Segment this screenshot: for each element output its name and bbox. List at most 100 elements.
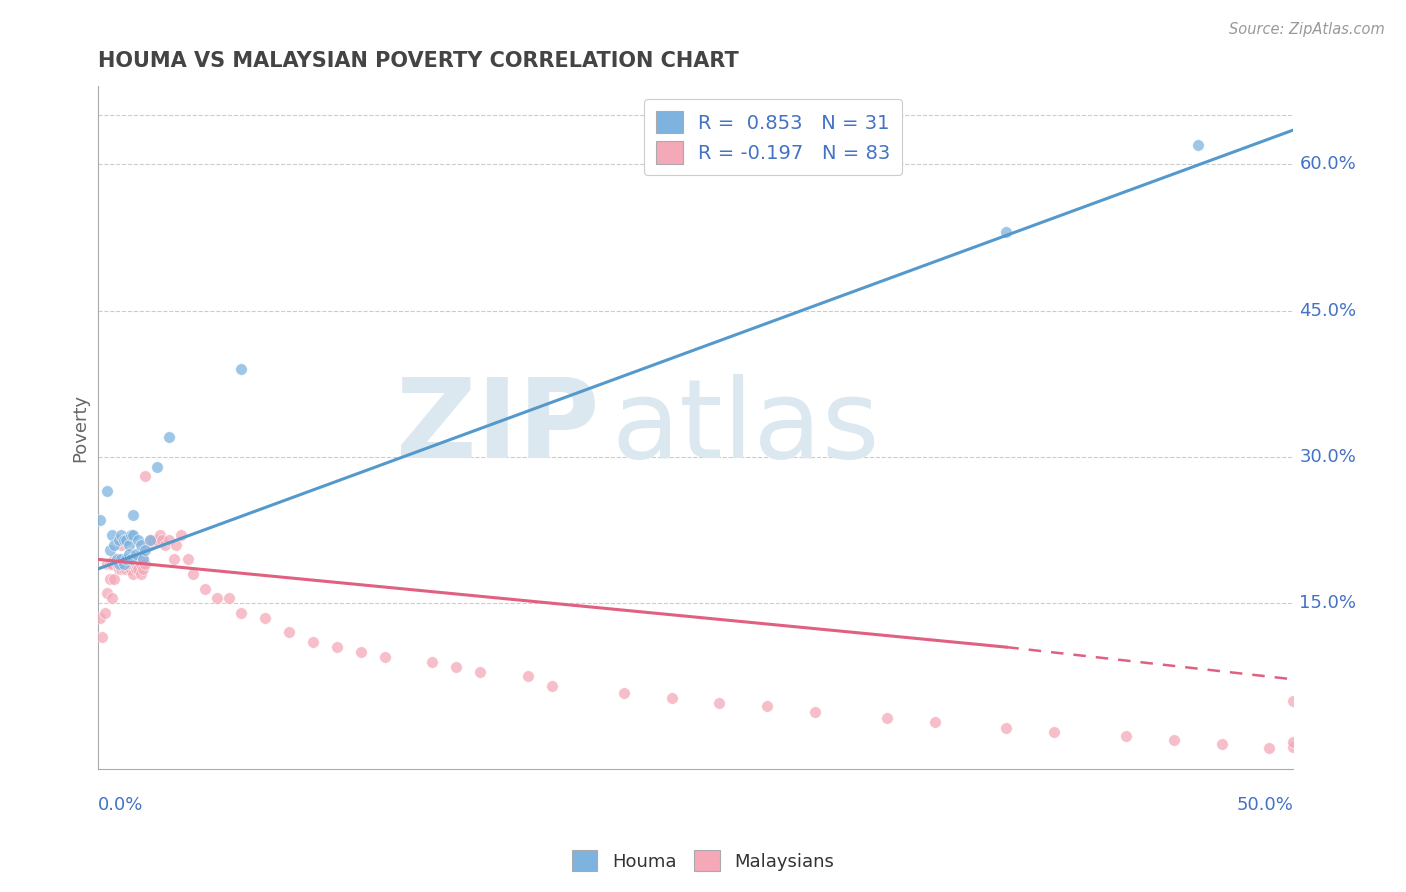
- Point: [1258, 740, 1281, 755]
- Point: [166, 538, 188, 552]
- Point: [120, 528, 142, 542]
- Point: [1163, 732, 1185, 747]
- Point: [108, 558, 131, 572]
- Point: [96, 586, 118, 600]
- Point: [108, 552, 131, 566]
- Point: [253, 611, 276, 625]
- Point: [112, 533, 135, 547]
- Point: [157, 533, 180, 547]
- Point: [541, 679, 564, 693]
- Point: [804, 706, 827, 720]
- Point: [94, 606, 117, 620]
- Text: HOUMA VS MALAYSIAN POVERTY CORRELATION CHART: HOUMA VS MALAYSIAN POVERTY CORRELATION C…: [97, 51, 738, 70]
- Point: [101, 558, 124, 572]
- Point: [132, 562, 155, 576]
- Point: [517, 669, 540, 683]
- Point: [149, 528, 172, 542]
- Point: [112, 558, 135, 572]
- Point: [142, 533, 165, 547]
- Point: [229, 362, 252, 376]
- Point: [1187, 137, 1209, 152]
- Point: [110, 538, 132, 552]
- Point: [98, 572, 121, 586]
- Point: [139, 533, 162, 547]
- Point: [98, 542, 121, 557]
- Text: 0.0%: 0.0%: [97, 797, 143, 814]
- Point: [110, 552, 132, 566]
- Point: [120, 552, 142, 566]
- Point: [139, 533, 162, 547]
- Point: [1043, 725, 1066, 739]
- Point: [112, 552, 135, 566]
- Point: [127, 552, 149, 566]
- Text: 30.0%: 30.0%: [1299, 448, 1357, 466]
- Point: [115, 552, 138, 566]
- Point: [661, 690, 683, 705]
- Point: [108, 533, 131, 547]
- Text: 50.0%: 50.0%: [1236, 797, 1294, 814]
- Point: [103, 572, 125, 586]
- Point: [134, 469, 156, 483]
- Point: [1282, 739, 1305, 754]
- Point: [118, 538, 141, 552]
- Point: [122, 552, 145, 566]
- Point: [98, 558, 121, 572]
- Point: [709, 696, 731, 710]
- Point: [118, 548, 141, 562]
- Point: [181, 566, 204, 581]
- Point: [96, 558, 118, 572]
- Point: [1282, 694, 1305, 708]
- Point: [125, 548, 148, 562]
- Point: [470, 665, 492, 679]
- Point: [177, 552, 200, 566]
- Point: [129, 558, 152, 572]
- Point: [108, 562, 131, 576]
- Point: [132, 552, 155, 566]
- Point: [229, 606, 252, 620]
- Point: [105, 552, 128, 566]
- Point: [120, 558, 142, 572]
- Point: [446, 659, 468, 673]
- Point: [118, 552, 141, 566]
- Point: [105, 552, 128, 566]
- Point: [125, 562, 148, 576]
- Point: [157, 430, 180, 444]
- Point: [374, 649, 396, 664]
- Point: [163, 552, 186, 566]
- Point: [110, 528, 132, 542]
- Y-axis label: Poverty: Poverty: [72, 393, 89, 462]
- Point: [194, 582, 217, 596]
- Point: [115, 562, 138, 576]
- Point: [110, 562, 132, 576]
- Point: [150, 533, 173, 547]
- Point: [139, 538, 162, 552]
- Point: [876, 711, 898, 725]
- Point: [129, 566, 152, 581]
- Point: [134, 542, 156, 557]
- Text: 45.0%: 45.0%: [1299, 301, 1357, 319]
- Point: [89, 611, 111, 625]
- Point: [146, 533, 169, 547]
- Point: [125, 558, 148, 572]
- Point: [132, 552, 155, 566]
- Point: [1211, 737, 1233, 751]
- Point: [1282, 735, 1305, 749]
- Point: [91, 631, 114, 645]
- Point: [127, 562, 149, 576]
- Point: [349, 645, 371, 659]
- Point: [120, 562, 142, 576]
- Point: [995, 226, 1018, 240]
- Point: [122, 508, 145, 523]
- Point: [115, 552, 138, 566]
- Point: [101, 528, 124, 542]
- Point: [108, 558, 131, 572]
- Point: [170, 528, 193, 542]
- Point: [756, 698, 779, 713]
- Point: [924, 715, 946, 730]
- Point: [134, 558, 156, 572]
- Point: [122, 528, 145, 542]
- Text: Source: ZipAtlas.com: Source: ZipAtlas.com: [1229, 22, 1385, 37]
- Point: [422, 655, 444, 669]
- Text: 60.0%: 60.0%: [1299, 155, 1355, 173]
- Point: [96, 483, 118, 498]
